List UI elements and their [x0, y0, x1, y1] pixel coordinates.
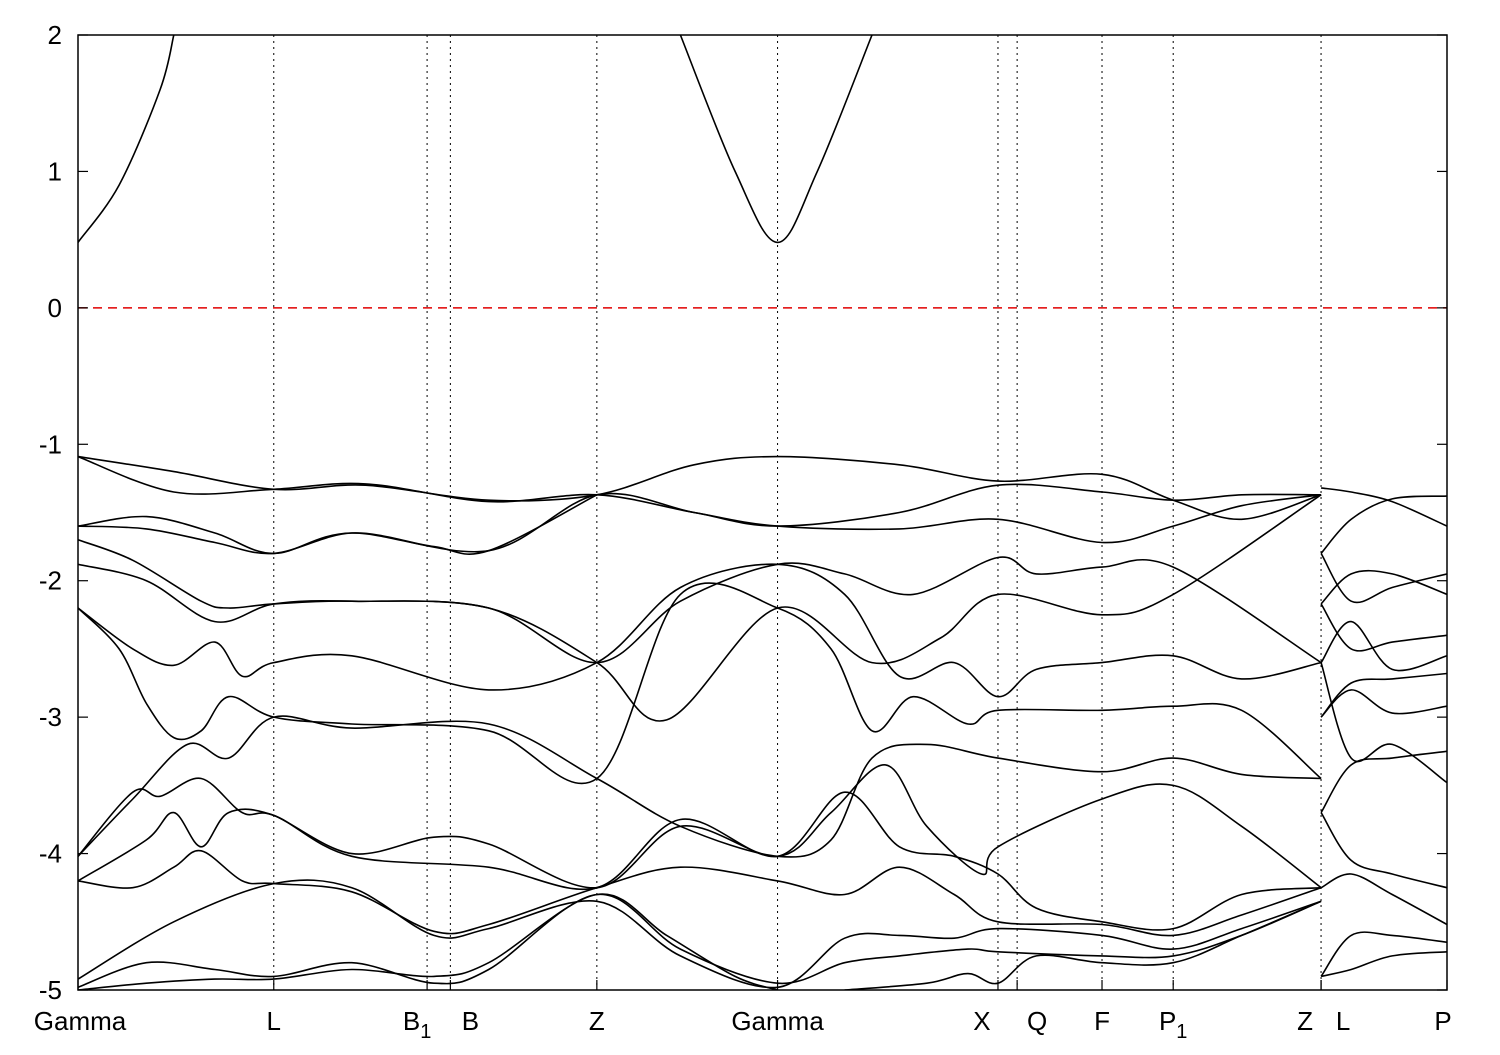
- band-line-5: [78, 492, 1322, 555]
- plot-frame: [77, 34, 1448, 991]
- band-line-13: [78, 791, 1322, 931]
- y-tick-label: 2: [48, 20, 62, 50]
- y-tick-label: -1: [39, 429, 62, 459]
- x-tick-label: Z: [589, 1006, 605, 1036]
- y-axis-ticks: 2 1 0 -1 -2 -3 -4 -5: [39, 20, 1447, 1005]
- x-tick-label: X: [973, 1006, 990, 1036]
- band-line-3: [78, 455, 1322, 521]
- x-tick-label: P1: [1159, 1006, 1187, 1043]
- x-tick-label: L: [1336, 1006, 1350, 1036]
- high-symmetry-gridlines: [273, 35, 1322, 990]
- band-line-6: [78, 494, 598, 555]
- band-line-28: [1320, 750, 1447, 814]
- band-line-12: [78, 764, 1322, 889]
- x-tick-label: Q: [1027, 1006, 1047, 1036]
- y-tick-label: -5: [39, 975, 62, 1005]
- band-line-24: [1320, 620, 1447, 672]
- x-tick-label: F: [1094, 1006, 1110, 1036]
- band-line-14: [78, 849, 1322, 937]
- band-line-9: [78, 563, 1322, 698]
- y-tick-label: 0: [48, 293, 62, 323]
- band-line-1: [78, 35, 175, 243]
- x-tick-label: B: [462, 1006, 479, 1036]
- band-line-17: [78, 893, 778, 990]
- x-tick-label: Gamma: [34, 1006, 127, 1036]
- y-tick-label: -4: [39, 839, 62, 869]
- band-line-22: [1320, 552, 1447, 604]
- x-tick-label: P: [1434, 1006, 1451, 1036]
- band-line-19: [1320, 487, 1447, 527]
- x-tick-label-subscript: 1: [1176, 1021, 1187, 1043]
- y-tick-label: -2: [39, 566, 62, 596]
- x-tick-label: Z: [1297, 1006, 1313, 1036]
- x-tick-label-subscript: 1: [420, 1021, 431, 1043]
- band-line-2: [679, 35, 873, 244]
- x-tick-label: Gamma: [731, 1006, 824, 1036]
- band-line-31: [1320, 931, 1447, 977]
- band-line-20: [1320, 495, 1447, 554]
- band-line-8: [78, 494, 1322, 722]
- band-line-25: [1320, 672, 1447, 718]
- band-line-10: [78, 582, 1322, 785]
- x-axis-ticks: Gamma L B1 B Z Gamma X Q F P1 Z L P: [34, 980, 1452, 1043]
- y-tick-label: 1: [48, 156, 62, 186]
- band-line-7: [78, 539, 1322, 664]
- band-line-27: [1320, 662, 1447, 784]
- band-line-23: [1320, 603, 1447, 652]
- band-line-18: [844, 900, 1322, 990]
- band-line-11: [78, 715, 1322, 858]
- band-line-15: [78, 879, 1322, 989]
- band-line-26: [1320, 689, 1447, 718]
- band-line-16: [78, 893, 1322, 989]
- band-line-4: [78, 455, 1322, 527]
- band-line-30: [1320, 873, 1447, 926]
- y-tick-label: -3: [39, 702, 62, 732]
- x-tick-label: B1: [403, 1006, 431, 1043]
- band-line-29: [1320, 812, 1447, 889]
- x-tick-label: L: [267, 1006, 281, 1036]
- band-line-32: [1320, 951, 1447, 978]
- band-lines: [78, 35, 1447, 990]
- band-line-21: [1320, 569, 1447, 605]
